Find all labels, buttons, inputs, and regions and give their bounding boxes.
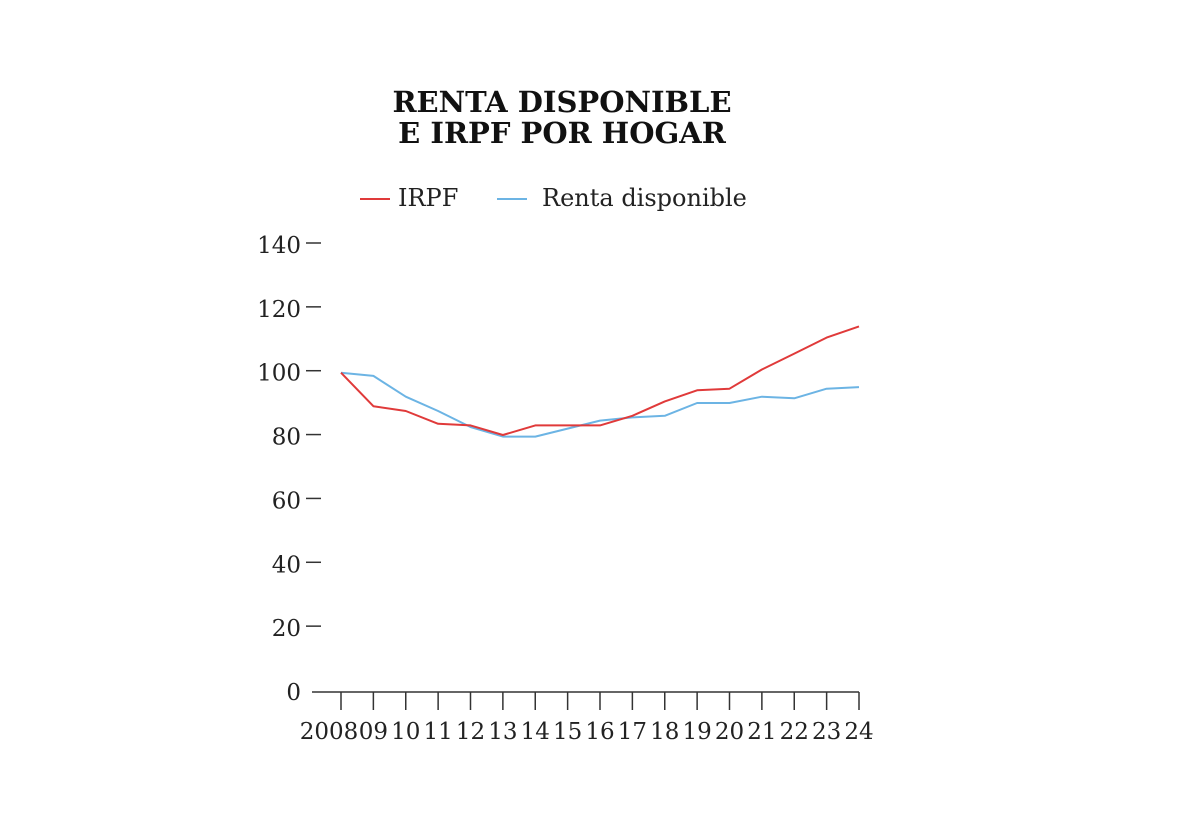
y-tick-label: 120 [257,297,301,323]
x-tick-label: 17 [618,719,647,745]
x-tick-label: 22 [780,719,809,745]
x-tick-label: 09 [359,719,388,745]
y-tick-label: 100 [257,361,301,387]
y-tick-label: 0 [286,680,301,706]
x-tick-label: 20 [715,719,744,745]
y-tick-label: 40 [272,552,301,578]
y-axis: 0 20 40 60 80 100 120 140 [257,233,321,706]
chart-title-line-1: RENTA DISPONIBLE [392,85,731,119]
x-tick-label: 23 [812,719,841,745]
legend-label-irpf: IRPF [398,184,458,212]
x-tick-label: 15 [553,719,582,745]
x-tick-label: 14 [521,719,550,745]
x-tick-label: 21 [747,719,776,745]
x-tick-label: 2008 [300,719,359,745]
series-line-irpf [340,325,860,436]
y-tick-label: 20 [272,616,301,642]
x-tick-label: 11 [423,719,452,745]
x-tick-label: 13 [488,719,517,745]
chart-legend: IRPF Renta disponible [360,184,747,212]
x-tick-label: 24 [844,719,873,745]
series-line-renta-disponible [340,371,860,438]
x-axis: 2008 09 10 11 12 13 14 15 16 17 18 19 20 21 22 23 24 [300,691,874,745]
chart-title-line-2: E IRPF POR HOGAR [398,116,727,150]
y-tick-label: 140 [257,233,301,259]
y-tick-label: 80 [272,425,301,451]
x-tick-label: 12 [456,719,485,745]
legend-label-renta-disponible: Renta disponible [542,184,747,212]
x-tick-label: 10 [391,719,420,745]
series-group [340,325,860,438]
y-tick-label: 60 [272,488,301,514]
chart-title: RENTA DISPONIBLE E IRPF POR HOGAR [392,85,731,150]
x-tick-label: 18 [650,719,679,745]
x-tick-label: 16 [585,719,614,745]
x-tick-label: 19 [682,719,711,745]
